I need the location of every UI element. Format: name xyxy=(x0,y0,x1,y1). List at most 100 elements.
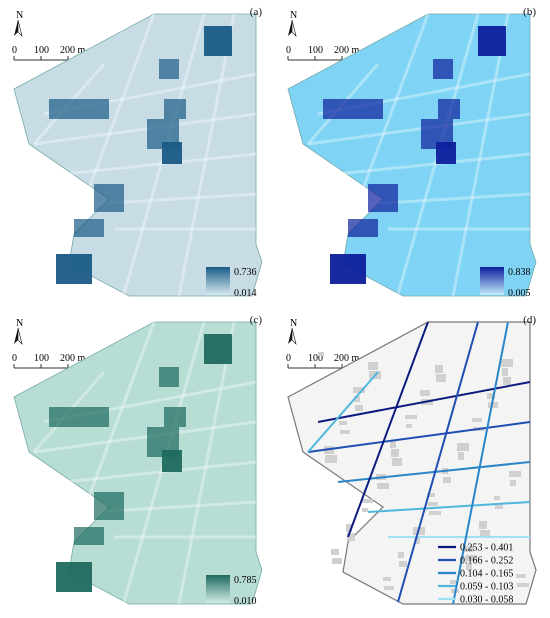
legend-range: 0.059 - 0.103 xyxy=(460,582,513,593)
high-value-block xyxy=(204,334,232,364)
high-value-block xyxy=(368,184,398,212)
high-value-block xyxy=(438,99,460,119)
street-texture xyxy=(451,13,510,297)
legend-range: 0.253 - 0.401 xyxy=(460,543,513,554)
map-panel-a: N 0 100 200 m 0.736 0.014 (a) xyxy=(4,4,272,304)
street-texture xyxy=(337,152,531,176)
high-value-block xyxy=(74,527,104,545)
high-value-block xyxy=(74,219,104,237)
scale-end: 200 m xyxy=(334,353,360,364)
legend-range: 0.030 - 0.058 xyxy=(460,595,513,606)
scale-zero: 0 xyxy=(286,353,291,364)
scale-mid: 100 xyxy=(34,353,49,364)
legend-range: 0.166 - 0.252 xyxy=(460,556,513,567)
building xyxy=(443,477,451,483)
building xyxy=(479,521,487,529)
building xyxy=(405,415,417,419)
scale-end: 200 m xyxy=(60,45,86,56)
building xyxy=(457,443,469,451)
street-segment xyxy=(307,371,379,453)
legend-min: 0.005 xyxy=(508,288,531,299)
north-arrow-half xyxy=(17,327,23,345)
map-panel-c: N 0 100 200 m 0.785 0.010 (c) xyxy=(4,312,272,612)
legend-ramp xyxy=(206,575,230,603)
scale-mid: 100 xyxy=(308,45,323,56)
north-label: N xyxy=(290,318,297,329)
high-value-block xyxy=(94,492,124,520)
high-value-block xyxy=(159,59,179,79)
high-value-block xyxy=(348,219,378,237)
building xyxy=(509,471,521,477)
building xyxy=(414,536,420,544)
north-arrow-half xyxy=(17,19,23,37)
street-texture xyxy=(177,13,236,297)
high-value-block xyxy=(330,254,366,284)
scale-end: 200 m xyxy=(60,353,86,364)
panel-label: (c) xyxy=(249,314,262,326)
street-texture xyxy=(33,112,257,146)
map-panel-b: N 0 100 200 m 0.838 0.005 (b) xyxy=(278,4,546,304)
building xyxy=(420,390,430,396)
building xyxy=(517,583,529,587)
building xyxy=(383,577,391,581)
high-value-block xyxy=(162,142,182,164)
map-c-canvas: N 0 100 200 m 0.785 0.010 xyxy=(12,318,263,607)
building xyxy=(347,533,355,541)
high-value-block xyxy=(164,99,186,119)
building xyxy=(332,558,342,564)
building xyxy=(472,418,482,422)
building xyxy=(464,546,474,552)
high-value-block xyxy=(478,26,506,56)
building xyxy=(501,359,513,367)
building xyxy=(339,421,347,425)
street-texture xyxy=(346,13,430,230)
map-d-canvas: N 0 100 200 m 0.253 - 0.401 0.166 - 0.252 0.10… xyxy=(286,318,537,606)
building xyxy=(487,393,495,399)
legend-ramp xyxy=(480,267,504,295)
high-value-block xyxy=(323,99,383,119)
street-segment xyxy=(397,321,479,603)
street-texture xyxy=(33,420,257,454)
building xyxy=(435,365,443,373)
building xyxy=(325,455,337,463)
street-segment xyxy=(307,421,531,453)
building xyxy=(377,483,389,489)
high-value-block xyxy=(49,407,109,427)
legend-ramp xyxy=(206,267,230,295)
building xyxy=(331,549,339,555)
street-segment xyxy=(367,501,531,513)
building xyxy=(494,496,500,500)
high-value-block xyxy=(204,26,232,56)
scale-mid: 100 xyxy=(308,353,323,364)
legend-max: 0.736 xyxy=(234,267,257,278)
high-value-block xyxy=(164,407,186,427)
building xyxy=(465,555,477,561)
north-label: N xyxy=(16,10,23,21)
building xyxy=(361,499,373,503)
high-value-block xyxy=(49,99,109,119)
building xyxy=(436,374,446,382)
building xyxy=(503,377,511,385)
legend-max: 0.838 xyxy=(508,267,531,278)
building xyxy=(516,574,526,578)
street-texture xyxy=(72,13,156,230)
building xyxy=(390,440,396,448)
building xyxy=(384,586,394,590)
building xyxy=(495,505,503,509)
legend-min: 0.014 xyxy=(234,288,257,299)
building xyxy=(391,449,399,457)
building xyxy=(450,580,456,584)
building xyxy=(502,368,508,376)
building xyxy=(480,530,490,538)
scale-zero: 0 xyxy=(12,45,17,56)
building xyxy=(398,552,404,558)
north-arrow-half xyxy=(291,327,297,345)
building xyxy=(488,402,498,408)
north-label: N xyxy=(16,318,23,329)
panel-label: (d) xyxy=(523,314,536,326)
panel-label: (a) xyxy=(249,6,262,18)
building xyxy=(340,430,350,434)
street-texture xyxy=(307,112,531,146)
legend-max: 0.785 xyxy=(234,575,257,586)
building xyxy=(346,524,352,532)
